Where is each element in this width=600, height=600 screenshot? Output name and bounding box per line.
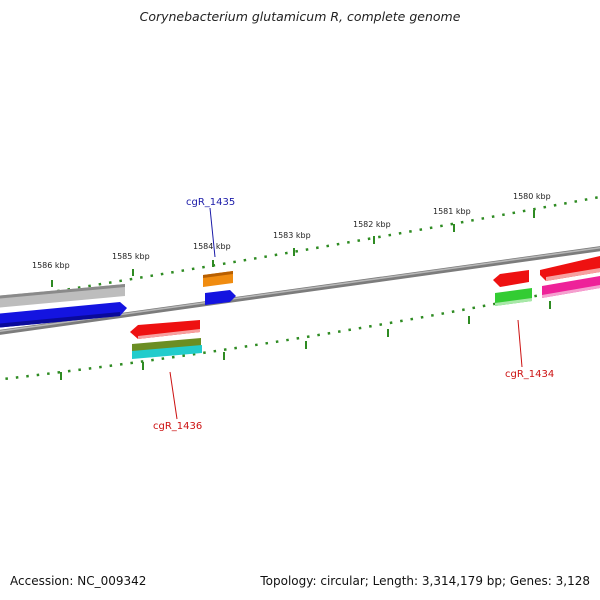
leader-line-cgR_1435 [209, 207, 216, 258]
gene-label-cgR_1436[interactable]: cgR_1436 [153, 421, 202, 432]
scale-label-1583: 1583 kbp [273, 231, 311, 240]
gene-feature-cyan[interactable] [132, 345, 202, 359]
scale-label-1580: 1580 kbp [513, 192, 551, 201]
gene-label-cgR_1434[interactable]: cgR_1434 [505, 369, 554, 380]
leader-line-cgR_1434 [517, 319, 523, 368]
gene-feature-blue-small[interactable] [205, 290, 236, 305]
scale-label-1582: 1582 kbp [353, 220, 391, 229]
genome-backbone-highlight [0, 246, 600, 333]
inner-major-ticks [60, 301, 551, 380]
inner-scale-line [0, 281, 600, 381]
outer-major-ticks [51, 210, 535, 287]
gene-feature-red-cgR_1436-shade [138, 329, 200, 339]
gene-feature-red-small[interactable] [493, 270, 529, 287]
scale-label-1586: 1586 kbp [32, 261, 70, 270]
gene-feature-red-right-top[interactable] [540, 256, 600, 281]
scale-label-1584: 1584 kbp [193, 242, 231, 251]
gene-feature-orange-top [203, 271, 233, 278]
gene-feature-red-right-top-shade [546, 268, 600, 281]
genome-summary-label: Topology: circular; Length: 3,314,179 bp… [260, 574, 590, 588]
gene-feature-magenta-shade [542, 285, 600, 298]
map-title: Corynebacterium glutamicum R, complete g… [139, 9, 461, 24]
scale-label-1581: 1581 kbp [433, 207, 471, 216]
gene-feature-olive[interactable] [132, 338, 201, 352]
leader-line-cgR_1436 [169, 371, 178, 420]
gene-feature-gray-top [0, 284, 125, 299]
gene-feature-red-cgR_1436[interactable] [130, 320, 200, 339]
gene-feature-green-shade [495, 298, 532, 306]
accession-label: Accession: NC_009342 [10, 574, 147, 588]
gene-feature-blue-large-shade [0, 312, 120, 328]
scale-label-1585: 1585 kbp [112, 252, 150, 261]
gene-label-cgR_1435[interactable]: cgR_1435 [186, 197, 235, 208]
